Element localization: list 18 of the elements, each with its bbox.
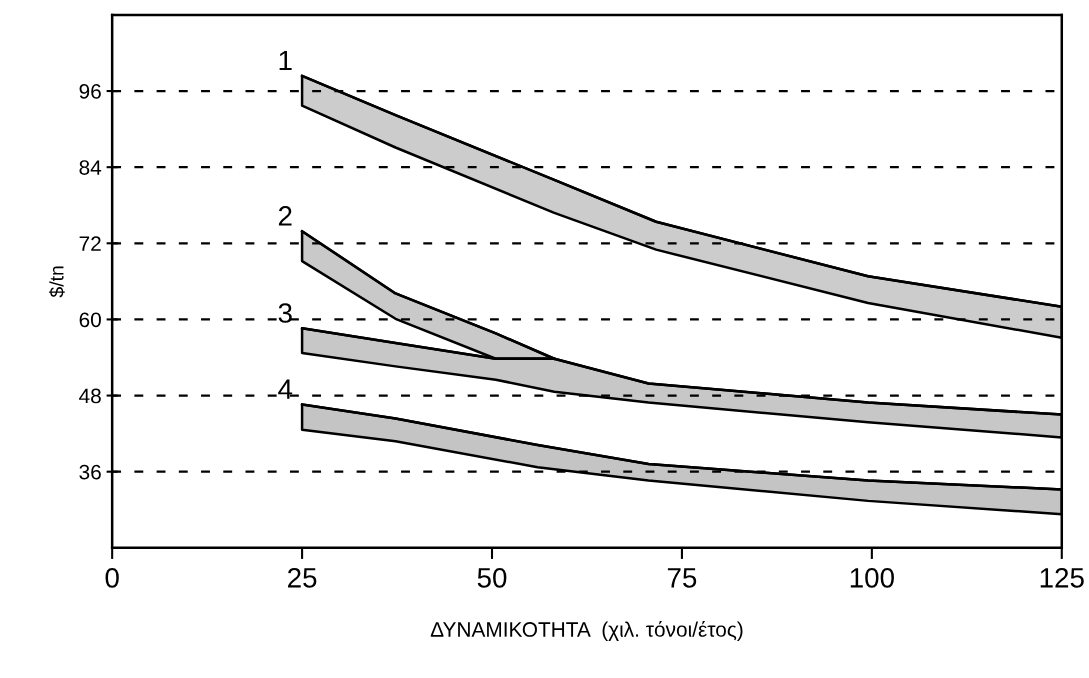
x-tick-label: 100 [850, 568, 894, 588]
series-label: 4 [278, 379, 293, 399]
x-tick-label: 25 [288, 568, 317, 588]
series-label: 2 [278, 206, 292, 226]
y-tick-label: 84 [79, 160, 102, 175]
x-tick-label: 125 [1040, 568, 1084, 588]
x-tick-label: 75 [667, 568, 697, 588]
series-label: 3 [278, 303, 292, 323]
x-axis-title: ΔΥΝΑΜΙΚΟΤΗΤΑ (χιλ. τόνοι/έτος) [430, 620, 743, 641]
y-tick-label: 60 [79, 312, 101, 328]
series-label: 1 [279, 50, 292, 71]
y-tick-label: 48 [79, 388, 101, 404]
y-tick-label: 36 [79, 464, 101, 480]
x-tick-label: 50 [477, 568, 507, 588]
x-tick-label: 0 [105, 568, 119, 588]
y-axis-title: $/tn [49, 266, 65, 298]
y-tick-label: 72 [79, 236, 101, 251]
y-tick-label: 96 [79, 84, 101, 99]
